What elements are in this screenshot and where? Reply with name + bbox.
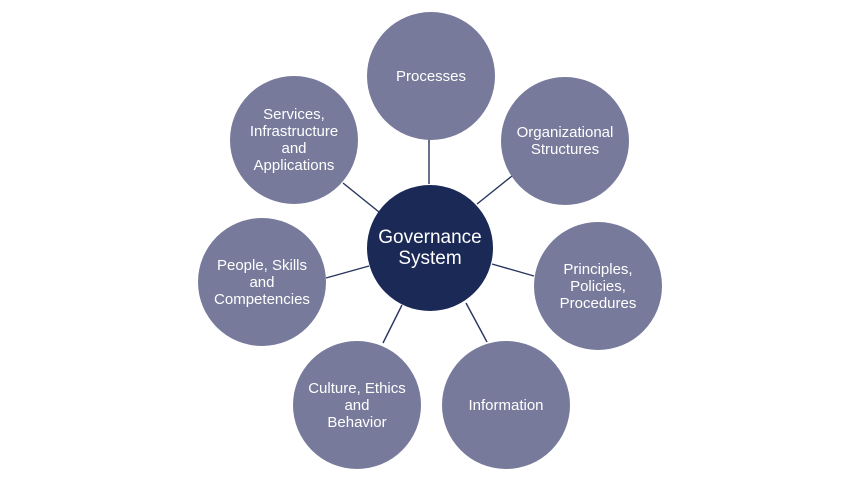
organizational-structures-label: Organizational Structures xyxy=(516,124,614,158)
processes-node: Processes xyxy=(367,12,495,140)
services-infrastructure-applications-node: Services, Infrastructure and Application… xyxy=(230,76,358,204)
connector-people-skills-competencies xyxy=(325,265,370,279)
people-skills-competencies-node: People, Skills and Competencies xyxy=(198,218,326,346)
principles-policies-procedures-node: Principles, Policies, Procedures xyxy=(534,222,662,350)
information-node: Information xyxy=(442,341,570,469)
governance-system-node: Governance System xyxy=(367,185,493,311)
services-infrastructure-applications-label: Services, Infrastructure and Application… xyxy=(249,106,339,174)
culture-ethics-behavior-label: Culture, Ethics and Behavior xyxy=(308,379,406,431)
connector-organizational-structures xyxy=(476,175,513,205)
connector-principles-policies-procedures xyxy=(491,263,535,277)
organizational-structures-node: Organizational Structures xyxy=(501,77,629,205)
connector-information xyxy=(465,302,488,343)
people-skills-competencies-label: People, Skills and Competencies xyxy=(214,256,310,308)
connector-culture-ethics-behavior xyxy=(382,304,403,344)
principles-policies-procedures-label: Principles, Policies, Procedures xyxy=(559,260,637,312)
connector-services-infrastructure-applications xyxy=(342,182,380,213)
processes-label: Processes xyxy=(395,67,467,85)
culture-ethics-behavior-node: Culture, Ethics and Behavior xyxy=(293,341,421,469)
governance-system-label: Governance System xyxy=(378,227,482,269)
information-label: Information xyxy=(468,396,544,414)
